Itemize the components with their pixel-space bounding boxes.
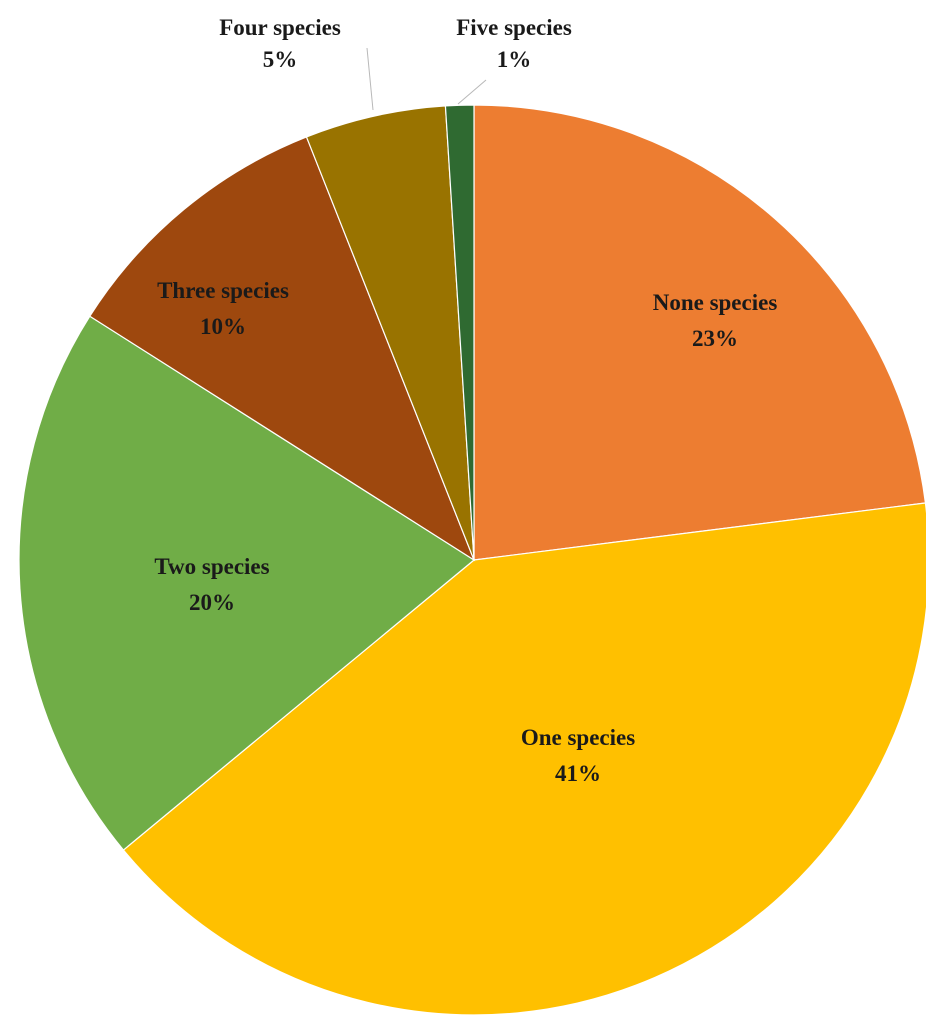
slice-label-name: Four species: [219, 15, 341, 40]
leader-line: [366, 47, 374, 111]
pie-slice-three-species: [89, 136, 476, 562]
pie-slice-none-species: [473, 104, 926, 561]
slice-label-percent: 20%: [189, 590, 235, 615]
pie-slice-four-species: [305, 105, 475, 561]
slice-label-percent: 5%: [263, 47, 298, 72]
pie-slice-two-species: [18, 315, 476, 851]
slice-labels: None species 23% One species 41% Two species…: [154, 15, 777, 786]
slice-label-name: Two species: [154, 554, 269, 579]
slice-label-name: Three species: [157, 278, 289, 303]
slice-label-percent: 23%: [692, 326, 738, 351]
slice-label-name: Five species: [456, 15, 572, 40]
pie-slice-five-species: [444, 104, 475, 561]
pie-slices: [18, 104, 926, 1016]
leader-line: [457, 79, 487, 105]
slice-label-name: None species: [653, 290, 778, 315]
slice-label-name: One species: [521, 725, 635, 750]
slice-label-percent: 10%: [200, 314, 246, 339]
leader-lines: [366, 47, 487, 111]
slice-label-percent: 1%: [497, 47, 532, 72]
slice-label-percent: 41%: [555, 761, 601, 786]
pie-slice-one-species: [122, 502, 926, 1016]
